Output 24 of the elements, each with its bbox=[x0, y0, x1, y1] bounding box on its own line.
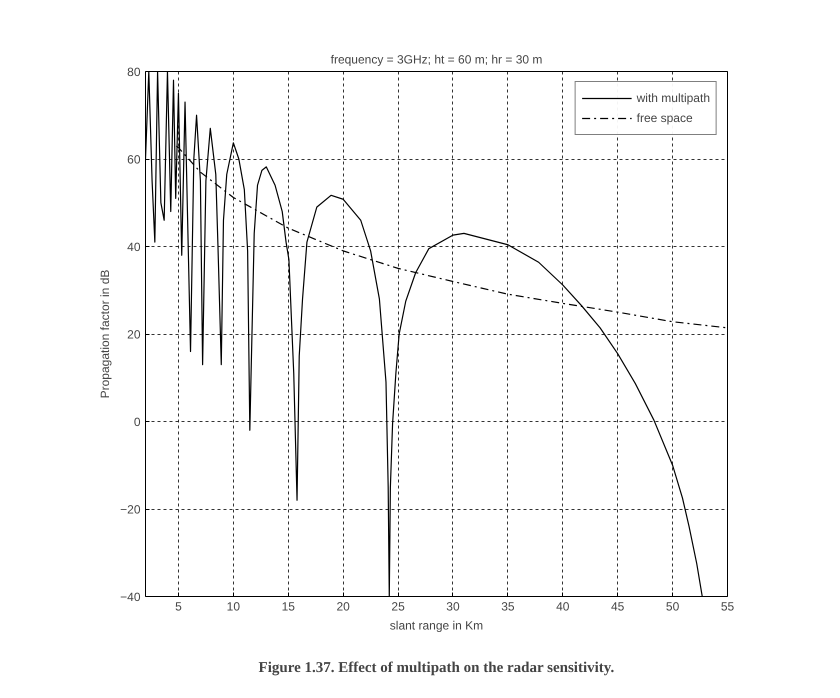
x-axis-title: slant range in Km bbox=[390, 618, 484, 632]
x-tick-label: 30 bbox=[446, 600, 460, 614]
x-tick-label: 15 bbox=[282, 600, 296, 614]
y-tick-label: −20 bbox=[120, 502, 141, 516]
y-tick-label: 20 bbox=[127, 328, 141, 342]
y-tick-label: −40 bbox=[120, 590, 141, 604]
x-tick-label: 55 bbox=[720, 600, 734, 614]
x-tick-label: 45 bbox=[611, 600, 625, 614]
x-tick-label: 5 bbox=[175, 600, 182, 614]
x-tick-label: 25 bbox=[391, 600, 406, 614]
x-tick-label: 20 bbox=[336, 600, 350, 614]
legend-label: with multipath bbox=[636, 91, 710, 105]
caption: Figure 1.37. Effect of multipath on the radar sensitivity. bbox=[258, 660, 614, 676]
x-tick-label: 50 bbox=[666, 600, 680, 614]
x-tick-label: 35 bbox=[501, 600, 515, 614]
x-tick-label: 10 bbox=[226, 600, 240, 614]
y-tick-label: 60 bbox=[127, 152, 141, 166]
chart-title: frequency = 3GHz; ht = 60 m; hr = 30 m bbox=[330, 52, 542, 66]
y-tick-label: 40 bbox=[127, 240, 141, 254]
x-tick-label: 40 bbox=[556, 600, 570, 614]
legend-label: free space bbox=[636, 111, 693, 125]
y-tick-label: 0 bbox=[134, 415, 141, 429]
y-tick-label: 80 bbox=[127, 65, 141, 79]
y-axis-title: Propagation factor in dB bbox=[98, 270, 112, 398]
